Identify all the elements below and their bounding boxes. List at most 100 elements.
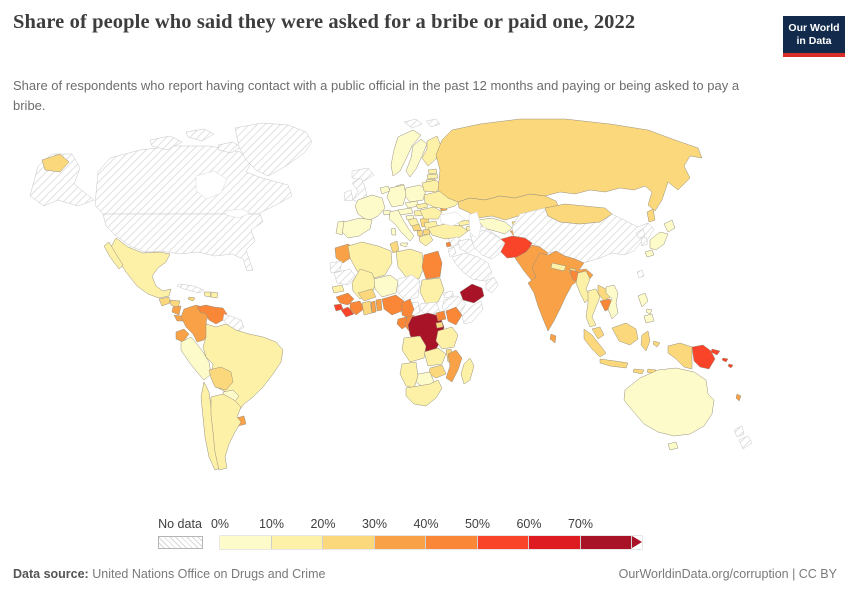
country-malaysia[interactable] (591, 326, 605, 340)
country-indonesia[interactable] (640, 330, 651, 352)
country-greenland[interactable] (234, 122, 313, 177)
legend-bin-40-50[interactable] (426, 536, 478, 549)
country-tunisia[interactable] (389, 240, 400, 254)
country-italy[interactable] (399, 242, 409, 248)
country-guinea[interactable] (335, 292, 355, 306)
country-saudi-arabia[interactable] (451, 252, 493, 282)
country-nicaragua[interactable] (171, 305, 182, 316)
country-canada[interactable] (94, 145, 293, 215)
country-madagascar[interactable] (460, 357, 475, 385)
country-iceland[interactable] (351, 167, 375, 182)
country-philippines[interactable] (643, 313, 655, 324)
country-slovakia[interactable] (415, 202, 429, 210)
country-angola[interactable] (401, 335, 427, 363)
country-mozambique[interactable] (445, 349, 463, 383)
country-somalia[interactable] (461, 300, 484, 325)
country-c-te-d-ivoire[interactable] (349, 300, 365, 316)
country-india[interactable] (527, 250, 594, 332)
country-indonesia[interactable] (611, 322, 639, 346)
country-japan[interactable] (644, 249, 655, 258)
country-japan[interactable] (649, 231, 669, 251)
country-france[interactable] (354, 194, 386, 222)
country-indonesia[interactable] (652, 340, 661, 348)
country-uganda[interactable] (435, 310, 447, 322)
country-sudan[interactable] (419, 277, 445, 305)
country-new-zealand[interactable] (733, 425, 745, 438)
country-australia[interactable] (667, 441, 679, 451)
country-guyana[interactable] (222, 313, 245, 333)
country-taiwan[interactable] (636, 269, 645, 279)
legend-bin-30-40[interactable] (374, 536, 426, 549)
country-svalbard[interactable] (403, 118, 423, 129)
country-indonesia[interactable] (667, 342, 693, 370)
country-indonesia[interactable] (583, 328, 607, 358)
country-israel[interactable] (447, 246, 457, 258)
country-greece[interactable] (418, 233, 434, 247)
country-poland[interactable] (403, 184, 427, 203)
country-sri-lanka[interactable] (549, 333, 557, 344)
legend-bin-60-70[interactable] (529, 536, 581, 549)
country-namibia[interactable] (399, 361, 419, 389)
country-romania[interactable] (419, 206, 443, 220)
country-cameroon[interactable] (401, 298, 415, 320)
country-eritrea[interactable] (442, 290, 455, 299)
country-ireland[interactable] (343, 189, 354, 202)
country-niger[interactable] (373, 274, 399, 298)
country-new-zealand[interactable] (738, 435, 753, 450)
country-ecuador[interactable] (175, 328, 190, 343)
country-libya[interactable] (395, 248, 425, 280)
country-algeria[interactable] (347, 241, 393, 280)
country-portugal[interactable] (335, 220, 345, 236)
country-yemen[interactable] (459, 283, 485, 304)
country-russia[interactable] (646, 208, 656, 223)
country-philippines[interactable] (645, 308, 653, 315)
country-estonia[interactable] (427, 168, 438, 175)
country-mongolia[interactable] (544, 203, 613, 225)
country-nepal[interactable] (550, 262, 567, 272)
country-canada[interactable] (185, 128, 215, 142)
country-australia[interactable] (623, 367, 715, 437)
country-zambia[interactable] (423, 347, 447, 367)
country-chad[interactable] (397, 274, 421, 302)
country-egypt[interactable] (421, 250, 443, 280)
country-solomon-islands[interactable] (721, 357, 729, 363)
country-thailand[interactable] (585, 288, 601, 328)
country-ghana[interactable] (361, 300, 373, 316)
footer-link[interactable]: OurWorldinData.org/corruption | CC BY (618, 567, 837, 581)
country-russia[interactable] (41, 153, 70, 173)
country-svalbard[interactable] (425, 118, 441, 128)
country-haiti[interactable] (203, 291, 212, 298)
country-liberia[interactable] (340, 306, 355, 318)
country-guatemala[interactable] (158, 296, 171, 307)
country-argentina[interactable] (210, 393, 242, 471)
country-vietnam[interactable] (605, 284, 619, 320)
country-papua-new-guinea[interactable] (710, 348, 721, 356)
country-mexico[interactable] (110, 237, 172, 299)
country-canada[interactable] (149, 135, 183, 151)
country-dominican-republic[interactable] (210, 291, 219, 299)
country-benin[interactable] (375, 298, 383, 312)
country-united-states[interactable] (102, 213, 264, 272)
country-mexico[interactable] (103, 241, 124, 270)
country-burkina-faso[interactable] (357, 288, 377, 302)
country-kenya[interactable] (445, 306, 463, 326)
country-south-korea[interactable] (640, 236, 649, 247)
country-finland[interactable] (421, 135, 442, 167)
country-indonesia[interactable] (632, 368, 645, 375)
country-tanzania[interactable] (435, 326, 459, 350)
country-south-sudan[interactable] (419, 301, 441, 317)
country-lebanon[interactable] (445, 241, 452, 248)
legend-bin-70plus[interactable] (580, 536, 632, 549)
country-canada[interactable] (217, 141, 242, 154)
country-iran[interactable] (469, 229, 506, 260)
country-albania[interactable] (416, 229, 424, 237)
legend-bin-10-20[interactable] (271, 536, 323, 549)
legend-bin-20-30[interactable] (323, 536, 375, 549)
country-togo[interactable] (370, 300, 377, 314)
country-senegal[interactable] (331, 284, 345, 294)
legend-bin-0-10[interactable] (220, 536, 272, 549)
country-laos[interactable] (597, 284, 611, 302)
country-mauritania[interactable] (333, 268, 357, 286)
country-solomon-islands[interactable] (727, 363, 734, 369)
country-papua-new-guinea[interactable] (691, 344, 716, 370)
